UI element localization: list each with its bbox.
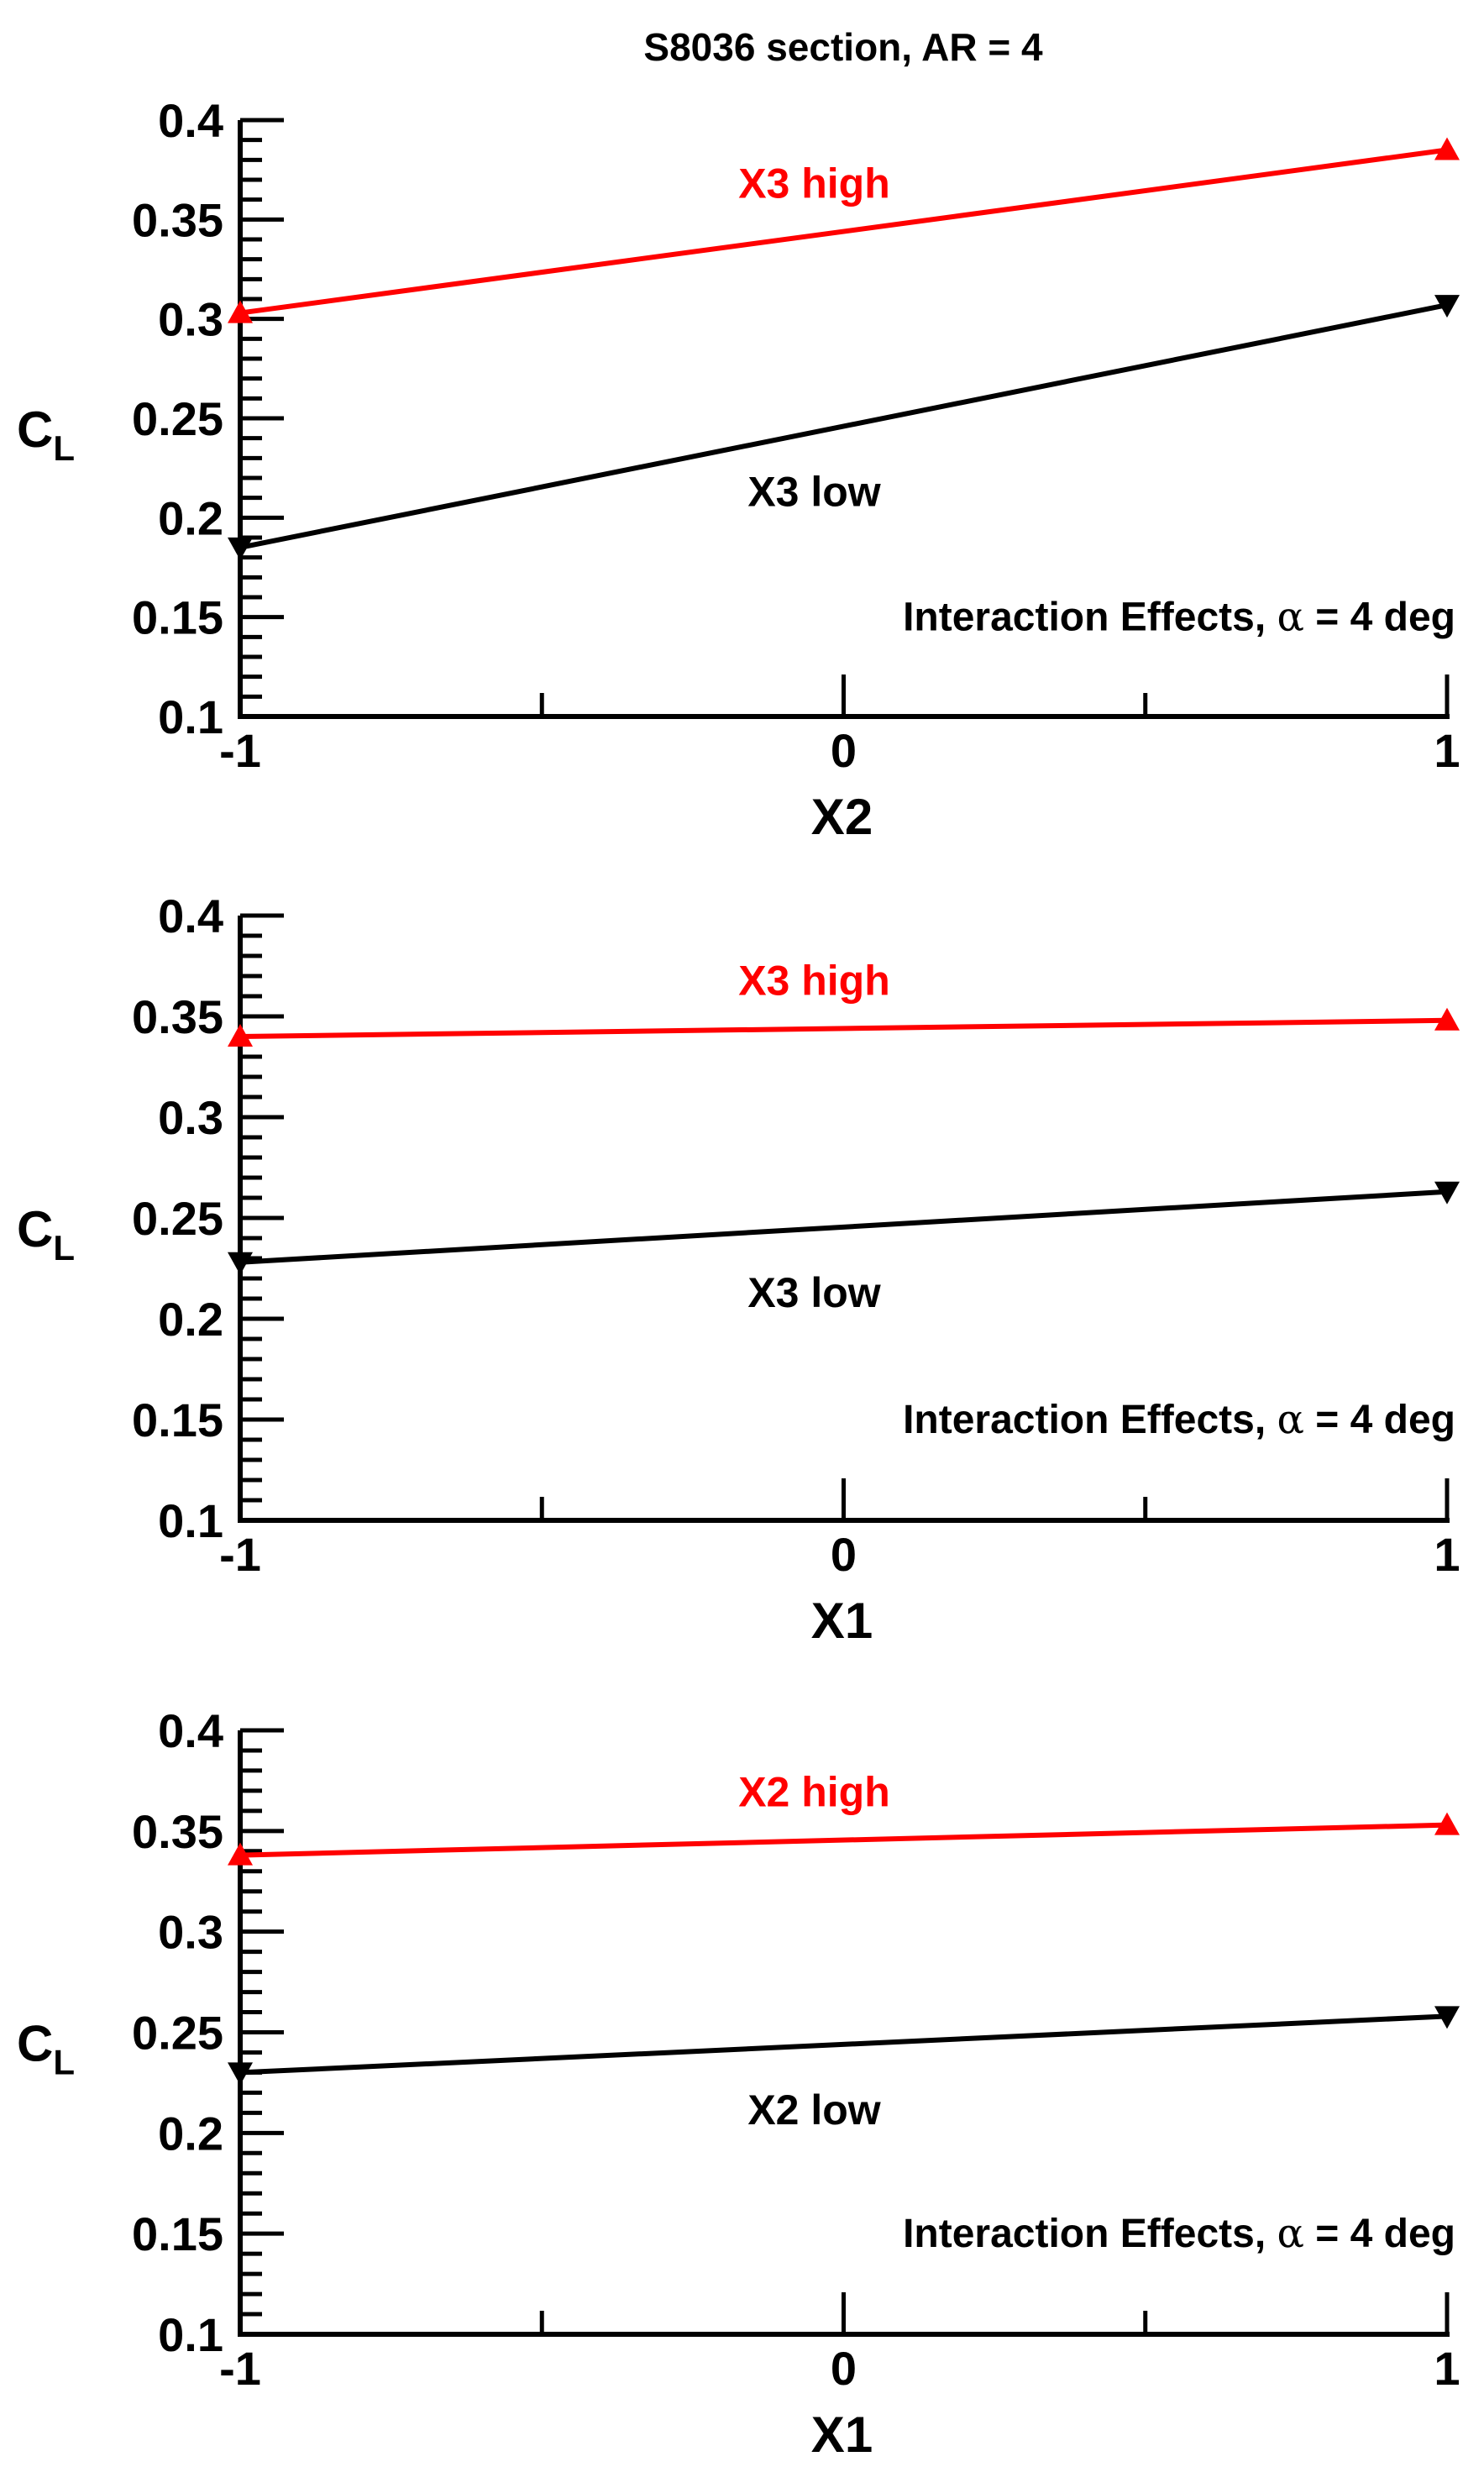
figure-title: S8036 section, AR = 4 xyxy=(643,25,1043,69)
x-axis-title: X1 xyxy=(811,1593,873,1649)
y-tick-label: 0.25 xyxy=(132,2007,223,2060)
y-tick-label: 0.4 xyxy=(158,890,223,942)
series-label-1: X2 low xyxy=(747,2086,880,2134)
chart-panel-2: 0.1 0.15 0.2 0.25 0.3 0.35 0.4 -1 0 1 X1 CL X3 high X… xyxy=(17,890,1460,1649)
annotation-prefix: Interaction Effects, xyxy=(903,1398,1277,1442)
series-line-0 xyxy=(239,1017,1448,1039)
x-axis-title: X2 xyxy=(811,789,873,845)
annotation-suffix: = 4 deg xyxy=(1304,2212,1455,2256)
data-point-marker xyxy=(228,1842,253,1866)
y-tick-label: 0.15 xyxy=(132,2207,223,2260)
annotation-prefix: Interaction Effects, xyxy=(903,596,1277,640)
y-axis-title-sub: L xyxy=(53,1228,75,1268)
data-point-marker xyxy=(228,1024,253,1047)
y-tick-label: 0.15 xyxy=(132,1394,223,1446)
series-label-1: X3 low xyxy=(747,1269,880,1316)
data-point-marker xyxy=(1434,1812,1460,1835)
x-tick-label: 0 xyxy=(831,2342,857,2395)
y-axis-title-main: C xyxy=(17,2016,53,2072)
y-tick-label: 0.2 xyxy=(158,2107,223,2160)
y-tick-label: 0.1 xyxy=(158,690,223,743)
series-line-0 xyxy=(239,1822,1448,1858)
annotation-suffix: = 4 deg xyxy=(1304,596,1455,640)
series-label-0: X3 high xyxy=(738,957,890,1004)
x-tick-label: 1 xyxy=(1434,2342,1460,2395)
data-point-marker xyxy=(1434,295,1460,318)
alpha-symbol: α xyxy=(1277,594,1304,641)
x-axis-title: X1 xyxy=(811,2407,873,2463)
data-point-marker xyxy=(1434,2006,1460,2029)
series-line-1 xyxy=(239,302,1448,550)
data-point-marker xyxy=(228,2062,253,2086)
y-axis-title-main: C xyxy=(17,402,53,458)
y-tick-label: 0.3 xyxy=(158,1906,223,1959)
data-point-marker xyxy=(228,300,253,323)
data-point-marker xyxy=(1434,137,1460,160)
y-tick-label: 0.35 xyxy=(132,193,223,246)
y-tick-label: 0.2 xyxy=(158,491,223,544)
data-point-marker xyxy=(228,537,253,560)
x-tick-label: -1 xyxy=(219,2342,261,2395)
y-axis-title-sub: L xyxy=(53,428,75,468)
data-point-marker xyxy=(228,1252,253,1275)
y-tick-label: 0.1 xyxy=(158,2308,223,2361)
y-tick-label: 0.35 xyxy=(132,1805,223,1858)
alpha-symbol: α xyxy=(1277,2210,1304,2257)
interaction-annotation: Interaction Effects, α = 4 deg xyxy=(903,594,1455,641)
x-tick-label: 1 xyxy=(1434,724,1460,777)
x-tick-label: 0 xyxy=(831,724,857,777)
annotation-prefix: Interaction Effects, xyxy=(903,2212,1277,2256)
y-axis-title-sub: L xyxy=(53,2043,75,2082)
y-tick-label: 0.3 xyxy=(158,1091,223,1144)
series-line-1 xyxy=(239,2013,1448,2076)
interaction-annotation: Interaction Effects, α = 4 deg xyxy=(903,1396,1455,1443)
chart-panel-3: 0.1 0.15 0.2 0.25 0.3 0.35 0.4 -1 0 1 X1 CL X2 high X… xyxy=(17,1704,1460,2463)
chart-panel-1: 0.1 0.15 0.2 0.25 0.3 0.35 0.4 -1 0 1 X2 CL X3 high X… xyxy=(17,94,1460,845)
y-axis-title: CL xyxy=(17,402,75,468)
data-point-marker xyxy=(1434,1007,1460,1031)
y-tick-label: 0.25 xyxy=(132,1192,223,1245)
series-label-1: X3 low xyxy=(747,468,880,515)
y-tick-label: 0.15 xyxy=(132,591,223,644)
annotation-suffix: = 4 deg xyxy=(1304,1398,1455,1442)
series-label-0: X2 high xyxy=(738,1769,890,1816)
x-tick-label: -1 xyxy=(219,724,261,777)
series-label-0: X3 high xyxy=(738,160,890,207)
y-tick-label: 0.1 xyxy=(158,1494,223,1547)
y-axis-title-main: C xyxy=(17,1201,53,1257)
y-tick-label: 0.25 xyxy=(132,392,223,445)
interaction-annotation: Interaction Effects, α = 4 deg xyxy=(903,2210,1455,2257)
y-tick-label: 0.35 xyxy=(132,990,223,1043)
y-axis-title: CL xyxy=(17,1201,75,1268)
y-tick-label: 0.3 xyxy=(158,293,223,346)
y-tick-label: 0.2 xyxy=(158,1293,223,1346)
data-point-marker xyxy=(1434,1181,1460,1205)
y-tick-label: 0.4 xyxy=(158,1704,223,1757)
y-tick-label: 0.4 xyxy=(158,94,223,147)
series-line-0 xyxy=(239,147,1448,316)
x-tick-label: -1 xyxy=(219,1528,261,1581)
y-axis-title: CL xyxy=(17,2016,75,2082)
alpha-symbol: α xyxy=(1277,1396,1304,1443)
x-tick-label: 1 xyxy=(1434,1528,1460,1581)
series-line-1 xyxy=(239,1189,1448,1265)
x-tick-label: 0 xyxy=(831,1528,857,1581)
